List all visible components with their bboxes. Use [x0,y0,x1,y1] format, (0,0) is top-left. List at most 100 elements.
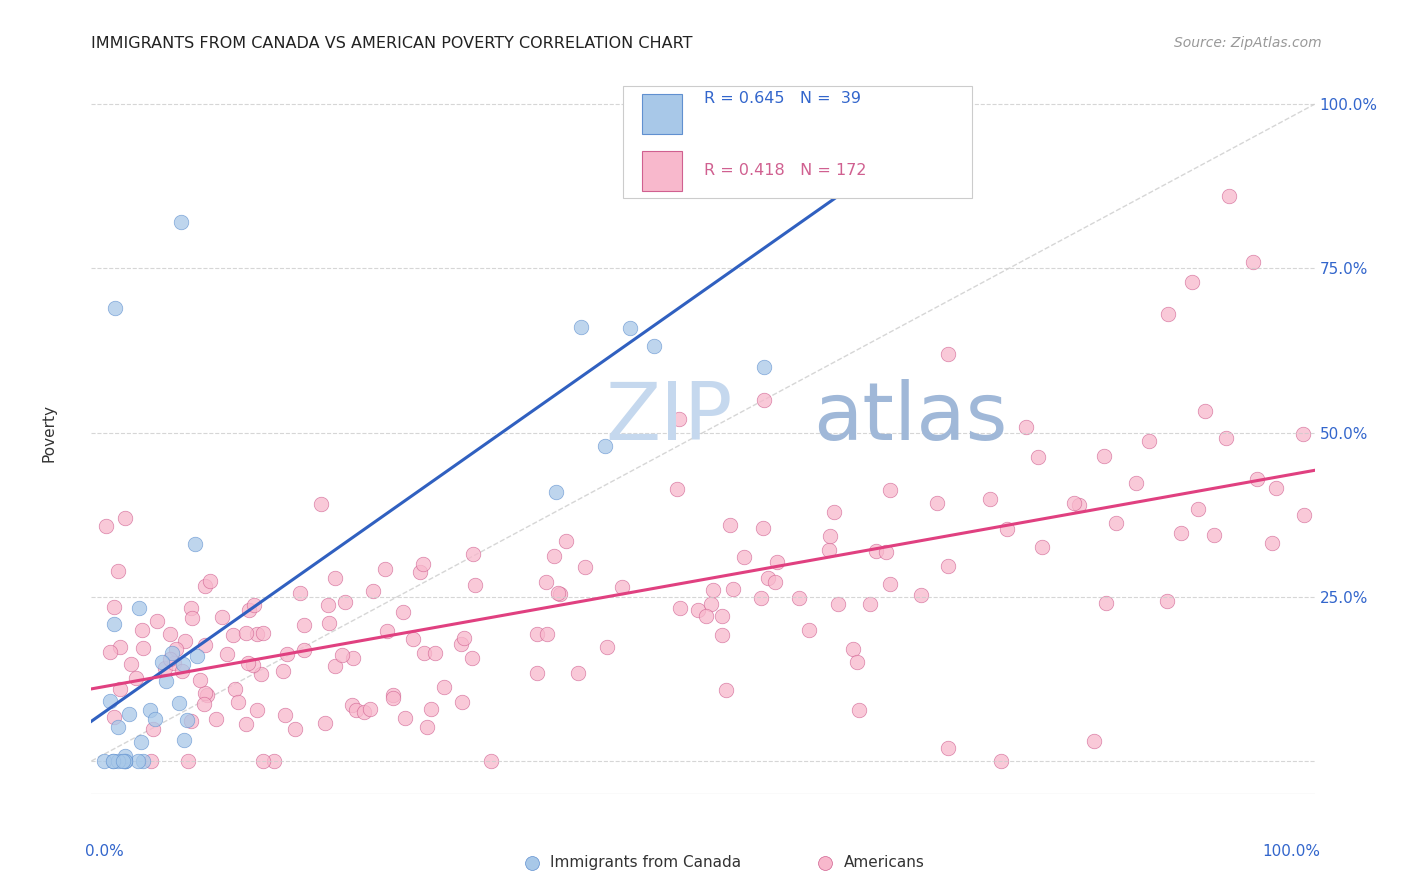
Point [172,664,194,678]
Point [749,591,772,605]
Point [695,608,717,623]
Point [752,521,775,535]
Point [235,717,257,731]
Point [103,599,125,614]
Point [554,534,576,549]
Point [1026,450,1049,464]
Point [879,483,901,497]
Point [612,580,634,594]
Point [314,716,336,731]
Point [979,491,1001,506]
Point [569,320,592,334]
Point [332,648,354,662]
Point [176,754,198,768]
Point [402,632,425,646]
Point [842,641,865,656]
Point [198,574,221,588]
Point [120,657,142,672]
Point [875,545,897,559]
Point [103,710,125,724]
Point [188,673,211,687]
Point [107,754,129,768]
Point [1031,541,1053,555]
Point [733,550,755,565]
Point [845,656,868,670]
Point [450,636,472,650]
Text: IMMIGRANTS FROM CANADA VS AMERICAN POVERTY CORRELATION CHART: IMMIGRANTS FROM CANADA VS AMERICAN POVER… [91,36,693,51]
Point [176,713,198,727]
Point [186,649,208,664]
Point [323,570,346,584]
Point [1125,476,1147,491]
Point [100,694,122,708]
Point [1187,502,1209,516]
Point [155,674,177,689]
Point [394,711,416,725]
Point [1202,528,1225,542]
Point [925,496,948,510]
Point [858,597,880,611]
Point [879,577,901,591]
Point [318,615,340,630]
Point [242,658,264,673]
Point [1105,516,1128,530]
Point [118,706,141,721]
Point [669,600,692,615]
Point [848,703,870,717]
Point [101,754,124,768]
Point [1083,734,1105,748]
Point [252,626,274,640]
Point [754,392,776,407]
Point [340,698,363,712]
Point [235,625,257,640]
Point [766,555,789,569]
Point [1218,189,1240,203]
Point [193,697,215,711]
Text: ZIP: ZIP [605,379,733,458]
Point [789,591,811,606]
Point [451,695,474,709]
Point [292,618,315,632]
Point [643,339,665,353]
Point [114,754,136,768]
Point [567,666,589,681]
Point [1067,498,1090,512]
Point [700,597,723,611]
Point [1261,535,1284,549]
Point [284,722,307,736]
Point [271,664,294,678]
Point [416,720,439,734]
Point [170,215,193,229]
Point [381,690,404,705]
Point [211,609,233,624]
Point [128,601,150,615]
Point [274,708,297,723]
Point [181,610,204,624]
Point [702,582,724,597]
Point [114,511,136,525]
Point [754,359,776,374]
Point [263,754,285,768]
Text: Americans: Americans [844,855,925,870]
Point [146,614,169,628]
Point [173,634,195,648]
Point [142,722,165,736]
Text: R = 0.645   N =  39: R = 0.645 N = 39 [704,91,862,105]
Point [194,686,217,700]
Point [129,734,152,748]
Point [344,703,367,717]
Point [464,578,486,592]
Point [250,666,273,681]
Point [381,688,404,702]
Text: Source: ZipAtlas.com: Source: ZipAtlas.com [1174,36,1322,50]
Point [153,661,176,675]
Point [1015,420,1038,434]
FancyBboxPatch shape [643,151,682,191]
Point [104,301,127,315]
Point [114,754,136,768]
Point [1292,427,1315,442]
Point [1215,431,1237,445]
Point [125,671,148,685]
Point [936,558,959,573]
Point [107,720,129,734]
